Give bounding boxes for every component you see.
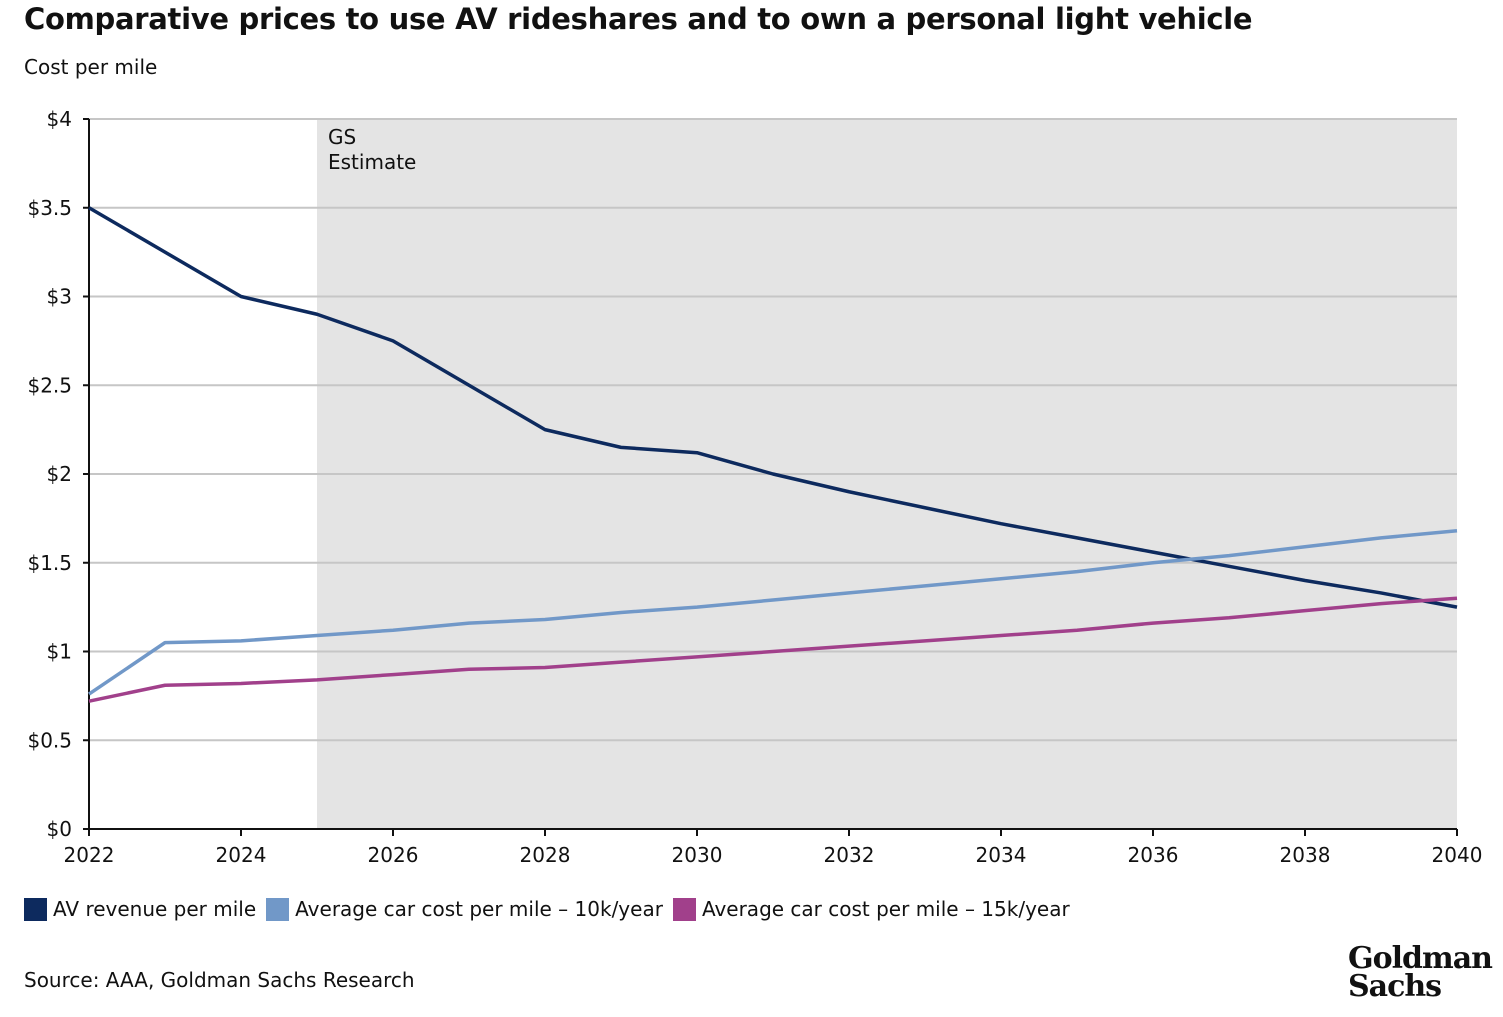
chart-title: Comparative prices to use AV rideshares … (24, 2, 1253, 36)
x-tick-label: 2022 (64, 843, 115, 867)
legend-swatch (266, 897, 290, 921)
y-tick-label: $2 (47, 462, 72, 486)
y-tick-label: $3.5 (27, 196, 72, 220)
x-tick-label: 2034 (976, 843, 1027, 867)
estimate-label: GS Estimate (328, 125, 416, 174)
legend-label: Average car cost per mile – 10k/year (295, 897, 663, 921)
legend: AV revenue per mile Average car cost per … (24, 897, 1070, 921)
x-tick-label: 2036 (1128, 843, 1179, 867)
y-tick-label: $3 (47, 285, 72, 309)
legend-label: Average car cost per mile – 15k/year (701, 897, 1070, 921)
x-tick-label: 2038 (1280, 843, 1331, 867)
x-tick-label: 2024 (216, 843, 267, 867)
legend-swatch (24, 897, 47, 921)
y-tick-label: $0.5 (27, 728, 72, 752)
y-tick-label: $2.5 (27, 373, 72, 397)
y-tick-label: $4 (47, 107, 72, 131)
y-tick-label: $1 (47, 640, 72, 664)
x-tick-label: 2032 (824, 843, 875, 867)
legend-item: Average car cost per mile – 10k/year (266, 897, 663, 921)
goldman-sachs-logo: Goldman Sachs (1348, 941, 1493, 1004)
x-tick-label: 2026 (368, 843, 419, 867)
source-note: Source: AAA, Goldman Sachs Research (24, 968, 415, 992)
x-tick-label: 2030 (672, 843, 723, 867)
series-line-2 (88, 596, 1458, 703)
legend-swatch (672, 897, 696, 921)
y-tick-label: $0 (47, 817, 72, 841)
legend-item: Average car cost per mile – 15k/year (672, 897, 1070, 921)
y-tick-label: $1.5 (27, 551, 72, 575)
series-line-1 (88, 529, 1458, 696)
legend-label: AV revenue per mile (53, 897, 257, 921)
x-tick-label: 2040 (1432, 843, 1483, 867)
x-tick-label: 2028 (520, 843, 571, 867)
y-axis-label: Cost per mile (24, 55, 158, 79)
series-line-0 (88, 206, 1458, 609)
legend-item: AV revenue per mile (24, 897, 256, 921)
line-chart: GS Estimate $0 $0.5 $1 $1.5 $2 $2.5 $3 $3.5 $4 2022… (27, 107, 1483, 867)
